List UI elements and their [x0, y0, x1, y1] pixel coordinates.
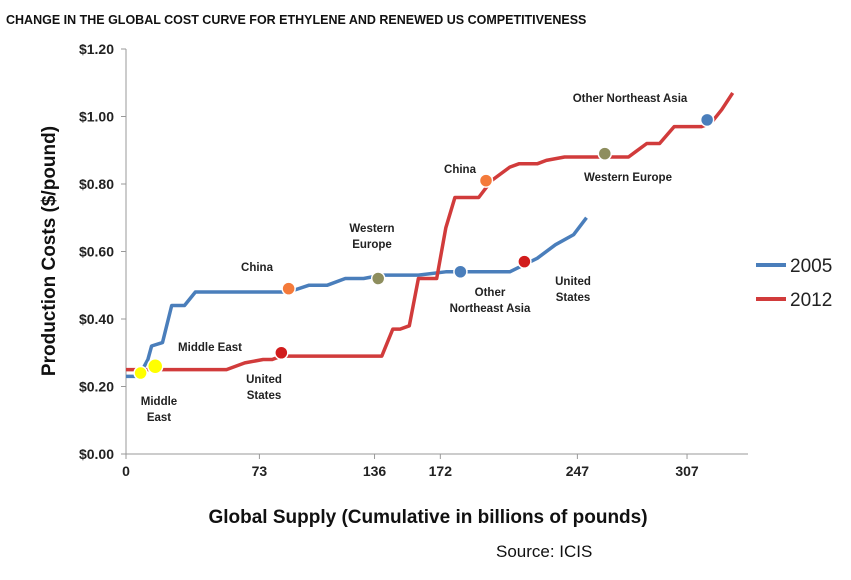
x-axis-title: Global Supply (Cumulative in billions of…	[208, 507, 647, 528]
marker-2012-united-states	[274, 345, 289, 360]
annotation-me-2005: Middle East	[141, 396, 177, 424]
y-tick-label: $1.00	[79, 109, 114, 125]
legend-label-2005: 2005	[790, 256, 832, 277]
annotation-we-2005: Western Europe	[349, 223, 394, 251]
y-axis-ticks: $0.00 $0.20 $0.40 $0.60 $0.80 $1.00 $1.20	[79, 41, 126, 462]
series-lines	[126, 91, 735, 379]
y-tick-label: $0.40	[79, 311, 114, 327]
marker-annotations: Middle East Middle East China United States We…	[141, 93, 688, 424]
x-tick-label: 136	[363, 463, 387, 479]
marker-2012-middle-east	[146, 358, 164, 375]
marker-2012-other-northeast-asia	[699, 112, 715, 128]
series-line-2005	[126, 216, 588, 379]
annotation-we-2012: Western Europe	[584, 172, 672, 184]
x-tick-label: 0	[122, 463, 130, 479]
legend: 2005 2012	[756, 256, 832, 311]
series-line-2012	[126, 91, 735, 372]
marker-2005-western-europe	[370, 271, 386, 286]
annotation-us-2005: United States	[555, 276, 591, 304]
x-tick-label: 172	[429, 463, 453, 479]
annotation-china-2005: China	[241, 262, 274, 274]
y-tick-label: $0.20	[79, 379, 114, 395]
y-axis-title: Production Costs ($/pound)	[39, 126, 60, 376]
annotation-ona-2012: Other Northeast Asia	[573, 93, 688, 105]
annotation-ona-2005: Other Northeast Asia	[450, 287, 531, 315]
marker-2005-middle-east	[133, 365, 148, 381]
x-tick-label: 73	[252, 463, 268, 479]
marker-2005-china	[281, 281, 296, 296]
source-note: Source: ICIS	[496, 542, 592, 561]
marker-2005-other-northeast-asia	[453, 264, 468, 279]
chart-title: CHANGE IN THE GLOBAL COST CURVE FOR ETHY…	[6, 13, 586, 27]
y-tick-label: $0.80	[79, 176, 114, 192]
marker-2012-western-europe	[597, 146, 613, 161]
legend-label-2012: 2012	[790, 290, 832, 311]
annotation-us-2012: United States	[246, 374, 282, 402]
y-tick-label: $0.60	[79, 244, 114, 260]
annotation-me-2012: Middle East	[178, 342, 242, 354]
y-tick-label: $1.20	[79, 41, 114, 57]
marker-2012-china	[478, 173, 494, 188]
x-tick-label: 307	[675, 463, 699, 479]
annotation-china-2012: China	[444, 164, 477, 176]
x-tick-label: 247	[566, 463, 590, 479]
series-markers	[133, 112, 715, 381]
marker-2005-united-states	[517, 254, 532, 269]
x-axis-ticks: 0 73 136 172 247 307	[122, 454, 699, 479]
y-tick-label: $0.00	[79, 446, 114, 462]
